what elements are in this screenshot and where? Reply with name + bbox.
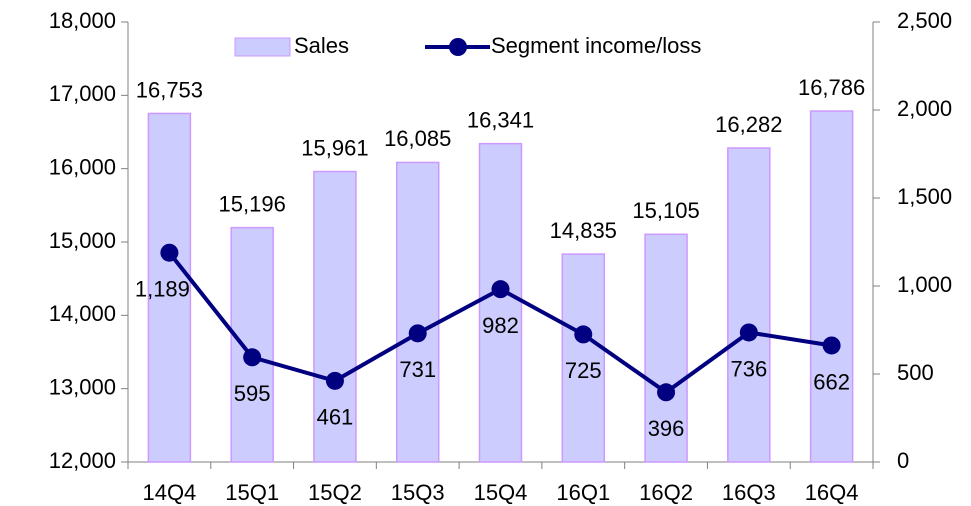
- line-value-label: 736: [730, 356, 767, 381]
- line-value-label: 396: [648, 416, 685, 441]
- bar-value-label: 15,961: [301, 135, 368, 160]
- y-tick-label: 15,000: [49, 228, 116, 253]
- line-marker: [657, 383, 676, 402]
- y2-tick-label: 1,500: [897, 184, 952, 209]
- y2-tick-label: 2,000: [897, 96, 952, 121]
- line-marker: [822, 336, 841, 355]
- x-tick-label: 15Q3: [391, 480, 445, 505]
- line-value-label: 725: [565, 358, 602, 383]
- line-marker: [243, 348, 262, 367]
- y-tick-label: 18,000: [49, 8, 116, 33]
- legend-label: Sales: [294, 33, 349, 58]
- bar: [809, 110, 854, 463]
- y2-tick-label: 2,500: [897, 8, 952, 33]
- x-tick-label: 15Q1: [225, 480, 279, 505]
- legend-label: Segment income/loss: [491, 33, 701, 58]
- x-tick-label: 16Q4: [805, 480, 859, 505]
- line-marker: [739, 323, 758, 342]
- bar-value-label: 16,753: [136, 77, 203, 102]
- y2-tick-label: 500: [897, 360, 934, 385]
- bar: [727, 147, 771, 463]
- legend-swatch: [234, 37, 291, 57]
- bar: [395, 161, 440, 463]
- y2-tick-label: 0: [897, 448, 909, 473]
- bar-value-label: 16,786: [798, 75, 865, 100]
- bar: [644, 233, 688, 463]
- x-tick-label: 14Q4: [142, 480, 196, 505]
- x-tick-label: 15Q4: [474, 480, 528, 505]
- line-value-label: 1,189: [135, 277, 190, 302]
- bar-value-label: 16,282: [715, 112, 782, 137]
- line-value-label: 662: [813, 369, 850, 394]
- x-tick-label: 16Q3: [722, 480, 776, 505]
- legend-marker: [449, 38, 467, 56]
- bar: [478, 142, 523, 463]
- line-marker: [408, 324, 427, 343]
- x-tick-label: 16Q1: [556, 480, 610, 505]
- y-tick-label: 17,000: [49, 81, 116, 106]
- line-value-label: 461: [317, 405, 354, 430]
- bar-value-label: 16,085: [384, 126, 451, 151]
- bar-value-label: 15,105: [632, 198, 699, 223]
- line-value-label: 595: [234, 381, 271, 406]
- line-marker: [160, 243, 179, 262]
- line-marker: [491, 280, 510, 299]
- line-value-label: 982: [482, 313, 519, 338]
- y2-tick-label: 1,000: [897, 272, 952, 297]
- bar: [313, 170, 357, 463]
- x-tick-label: 16Q2: [639, 480, 693, 505]
- y-tick-label: 14,000: [49, 301, 116, 326]
- y-tick-label: 16,000: [49, 154, 116, 179]
- line-marker: [325, 371, 344, 390]
- bar: [561, 253, 606, 463]
- bar-value-label: 15,196: [219, 191, 286, 216]
- x-tick-label: 15Q2: [308, 480, 362, 505]
- bar-value-label: 14,835: [550, 218, 617, 243]
- y-tick-label: 12,000: [49, 448, 116, 473]
- bar: [147, 112, 192, 463]
- y-tick-label: 13,000: [49, 374, 116, 399]
- line-marker: [574, 325, 593, 344]
- bar-value-label: 16,341: [467, 107, 534, 132]
- bar: [230, 226, 274, 463]
- line-value-label: 731: [399, 357, 436, 382]
